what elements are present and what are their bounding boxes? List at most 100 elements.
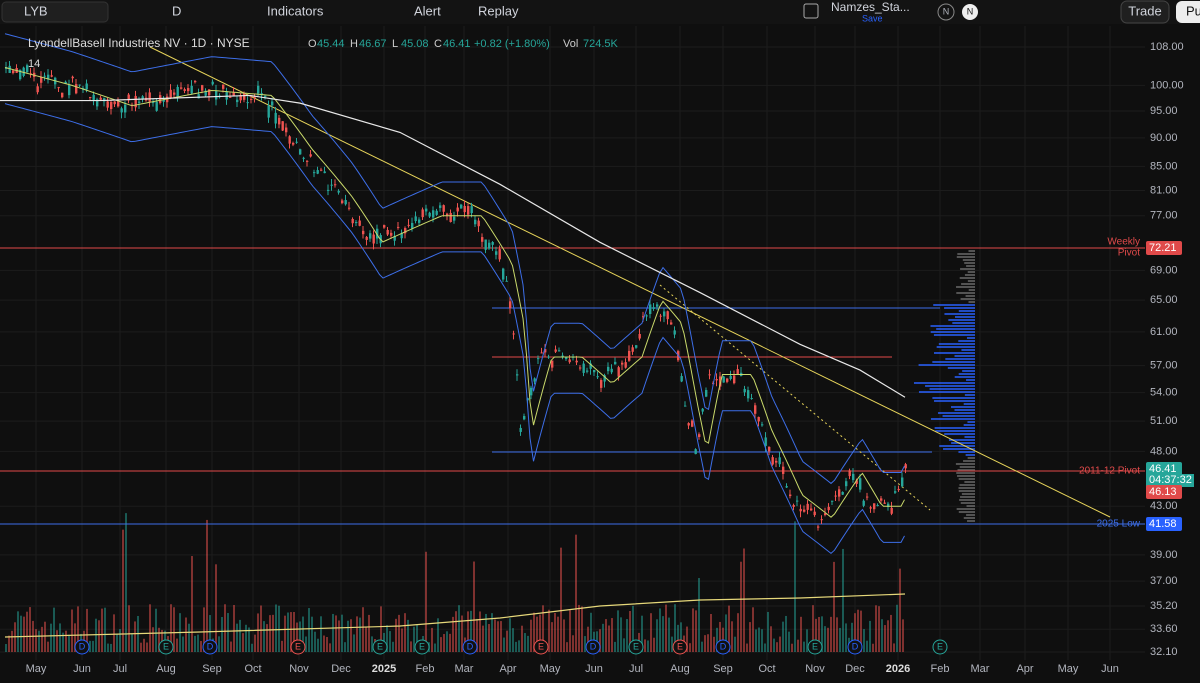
candle-body — [414, 216, 417, 222]
candle-body — [491, 242, 494, 245]
volume-bar — [455, 611, 457, 652]
candle-body — [71, 76, 74, 79]
candle-body — [488, 242, 491, 249]
volume-bar — [290, 612, 292, 652]
volume-bar — [503, 637, 505, 652]
volume-bar — [470, 610, 472, 652]
save-button[interactable]: Save — [862, 13, 883, 23]
volume-bar — [392, 641, 394, 652]
volume-bar — [779, 636, 781, 652]
volume-profile-bar — [959, 466, 975, 468]
candle-body — [565, 357, 568, 360]
volume-bar — [860, 610, 862, 652]
candle-body — [117, 99, 120, 107]
volume-bar — [800, 616, 802, 652]
volume-bar — [131, 633, 133, 652]
indicators-button[interactable]: Indicators — [267, 3, 324, 18]
time-axis-label: May — [540, 663, 561, 675]
volume-bar — [887, 620, 889, 652]
volume-bar — [575, 534, 577, 652]
candle-body — [820, 519, 823, 521]
time-axis-label: Feb — [416, 663, 435, 675]
volume-profile-bar — [957, 475, 975, 477]
volume-bar — [404, 613, 406, 652]
volume-bar — [590, 612, 592, 652]
candle-body — [78, 84, 81, 86]
layout-icon[interactable] — [803, 3, 819, 19]
volume-profile-bar — [964, 262, 975, 264]
volume-bar — [704, 635, 706, 652]
time-axis-label: Nov — [289, 663, 309, 675]
candle-body — [155, 101, 158, 111]
candle-body — [320, 169, 323, 171]
avatar[interactable] — [962, 4, 978, 20]
volume-profile-bar — [963, 460, 975, 462]
layout-name[interactable]: Namzes_Sta... — [831, 0, 910, 14]
trade-button[interactable] — [1120, 0, 1170, 24]
price-tag — [1146, 485, 1182, 499]
volume-bar — [227, 613, 229, 652]
volume-bar — [890, 614, 892, 652]
volume-profile-bar — [967, 280, 975, 282]
volume-bar — [518, 640, 520, 652]
replay-button[interactable]: Replay — [478, 3, 519, 18]
volume-bar — [830, 616, 832, 652]
volume-bar — [641, 615, 643, 652]
volume-bar — [599, 629, 601, 652]
volume-profile-bar — [957, 253, 975, 255]
volume-bar — [833, 561, 835, 652]
event-marker-label: E — [538, 641, 544, 651]
candle-body — [418, 219, 421, 223]
volume-bar — [842, 548, 844, 652]
volume-bar — [782, 621, 784, 652]
candle-body — [327, 189, 330, 191]
volume-bar — [854, 613, 856, 652]
legend: LyondellBasell Industries NV · 1D · NYSE… — [28, 36, 619, 50]
candle-body — [404, 228, 407, 234]
candle-body — [292, 142, 295, 145]
avatar[interactable] — [937, 3, 955, 21]
candle-body — [845, 481, 848, 487]
volume-bar — [176, 638, 178, 652]
change: +0.82 (+1.80%) — [474, 38, 550, 50]
publish-button[interactable] — [1176, 1, 1200, 23]
candle-body — [547, 356, 550, 358]
interval[interactable]: D — [172, 3, 181, 18]
volume-bar — [482, 625, 484, 652]
alert-button[interactable]: Alert — [414, 3, 441, 18]
volume-bar — [497, 621, 499, 652]
event-marker-label: D — [720, 641, 727, 651]
volume-bar — [767, 611, 769, 652]
price-axis-label: 51.00 — [1150, 415, 1178, 427]
time-axis-label: Apr — [1016, 663, 1033, 675]
volume-bar — [794, 521, 796, 652]
candle-body — [183, 89, 186, 91]
volume-profile-bar — [939, 445, 975, 447]
volume-profile-bar — [956, 472, 975, 474]
volume-profile-bar — [961, 283, 975, 285]
candle-body — [278, 117, 281, 125]
price-axis-label: 61.00 — [1150, 326, 1178, 338]
volume-bar — [443, 634, 445, 652]
price-axis-label: 90.00 — [1150, 132, 1178, 144]
candle-body — [453, 216, 456, 221]
volume-bar — [275, 604, 277, 652]
volume-bar — [347, 620, 349, 652]
symbol[interactable]: LYB — [24, 3, 48, 18]
volume-bar — [719, 621, 721, 652]
volume-bar — [785, 615, 787, 652]
symbol-search[interactable] — [1, 1, 109, 23]
candle-body — [484, 239, 487, 250]
candle-body — [880, 498, 883, 501]
volume-profile-bar — [964, 394, 975, 396]
volume-bar — [437, 618, 439, 652]
volume-bar — [725, 614, 727, 652]
candle-body — [691, 420, 694, 427]
volume-bar — [656, 619, 658, 652]
candle-body — [631, 347, 634, 352]
volume-profile-bar — [960, 502, 975, 504]
volume-bar — [11, 630, 13, 652]
volume-bar — [881, 619, 883, 652]
volume-profile-bar — [964, 481, 975, 483]
candle-body — [302, 157, 305, 159]
